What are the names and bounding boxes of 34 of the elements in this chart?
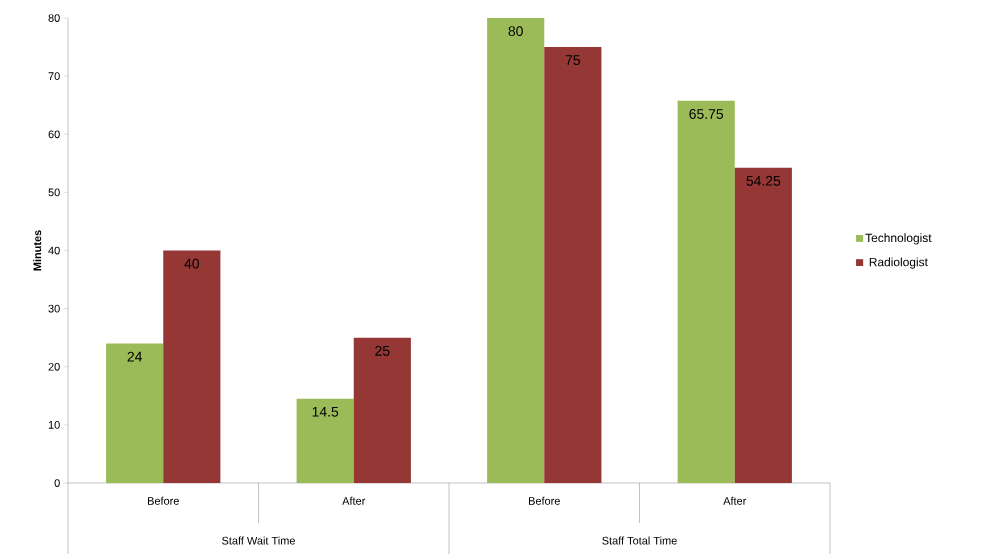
x-tick-label: After	[723, 496, 747, 505]
x-tick-label: Before	[148, 496, 179, 505]
text: Staff Total Time	[602, 536, 677, 545]
data-label: 65.75	[689, 109, 724, 119]
bar	[353, 337, 411, 483]
data-label: 80	[508, 26, 523, 37]
bar	[677, 100, 735, 483]
x-tick-label: After	[342, 496, 366, 505]
data-label: 75	[565, 55, 580, 65]
legend-label: Technologist	[865, 233, 932, 245]
data-label: 25	[375, 345, 390, 356]
data-label: 54.25	[746, 175, 781, 186]
bar	[734, 167, 792, 483]
data-label: 24	[127, 351, 143, 362]
y-tick-label: 70	[48, 72, 60, 81]
y-tick-label: 0	[54, 479, 60, 487]
legend-label: Radiologist	[869, 257, 928, 269]
y-axis-title: Minutes	[33, 230, 42, 271]
y-tick-label: 20	[48, 362, 60, 371]
bar	[106, 343, 164, 483]
bar	[163, 250, 221, 483]
y-tick-label: 10	[48, 421, 60, 429]
y-tick-label: 80	[48, 14, 60, 22]
data-label: 14.5	[312, 406, 339, 417]
y-tick-label: 30	[48, 304, 60, 313]
text: Staff Wait Time	[222, 536, 295, 545]
y-tick-label: 50	[48, 188, 60, 197]
x-tick-label: Before	[529, 496, 560, 505]
data-label: 40	[184, 258, 200, 269]
bar	[544, 47, 602, 483]
y-tick-label: 60	[48, 130, 60, 139]
bar	[296, 398, 354, 483]
bar	[487, 18, 545, 483]
y-tick-label: 40	[48, 246, 60, 255]
